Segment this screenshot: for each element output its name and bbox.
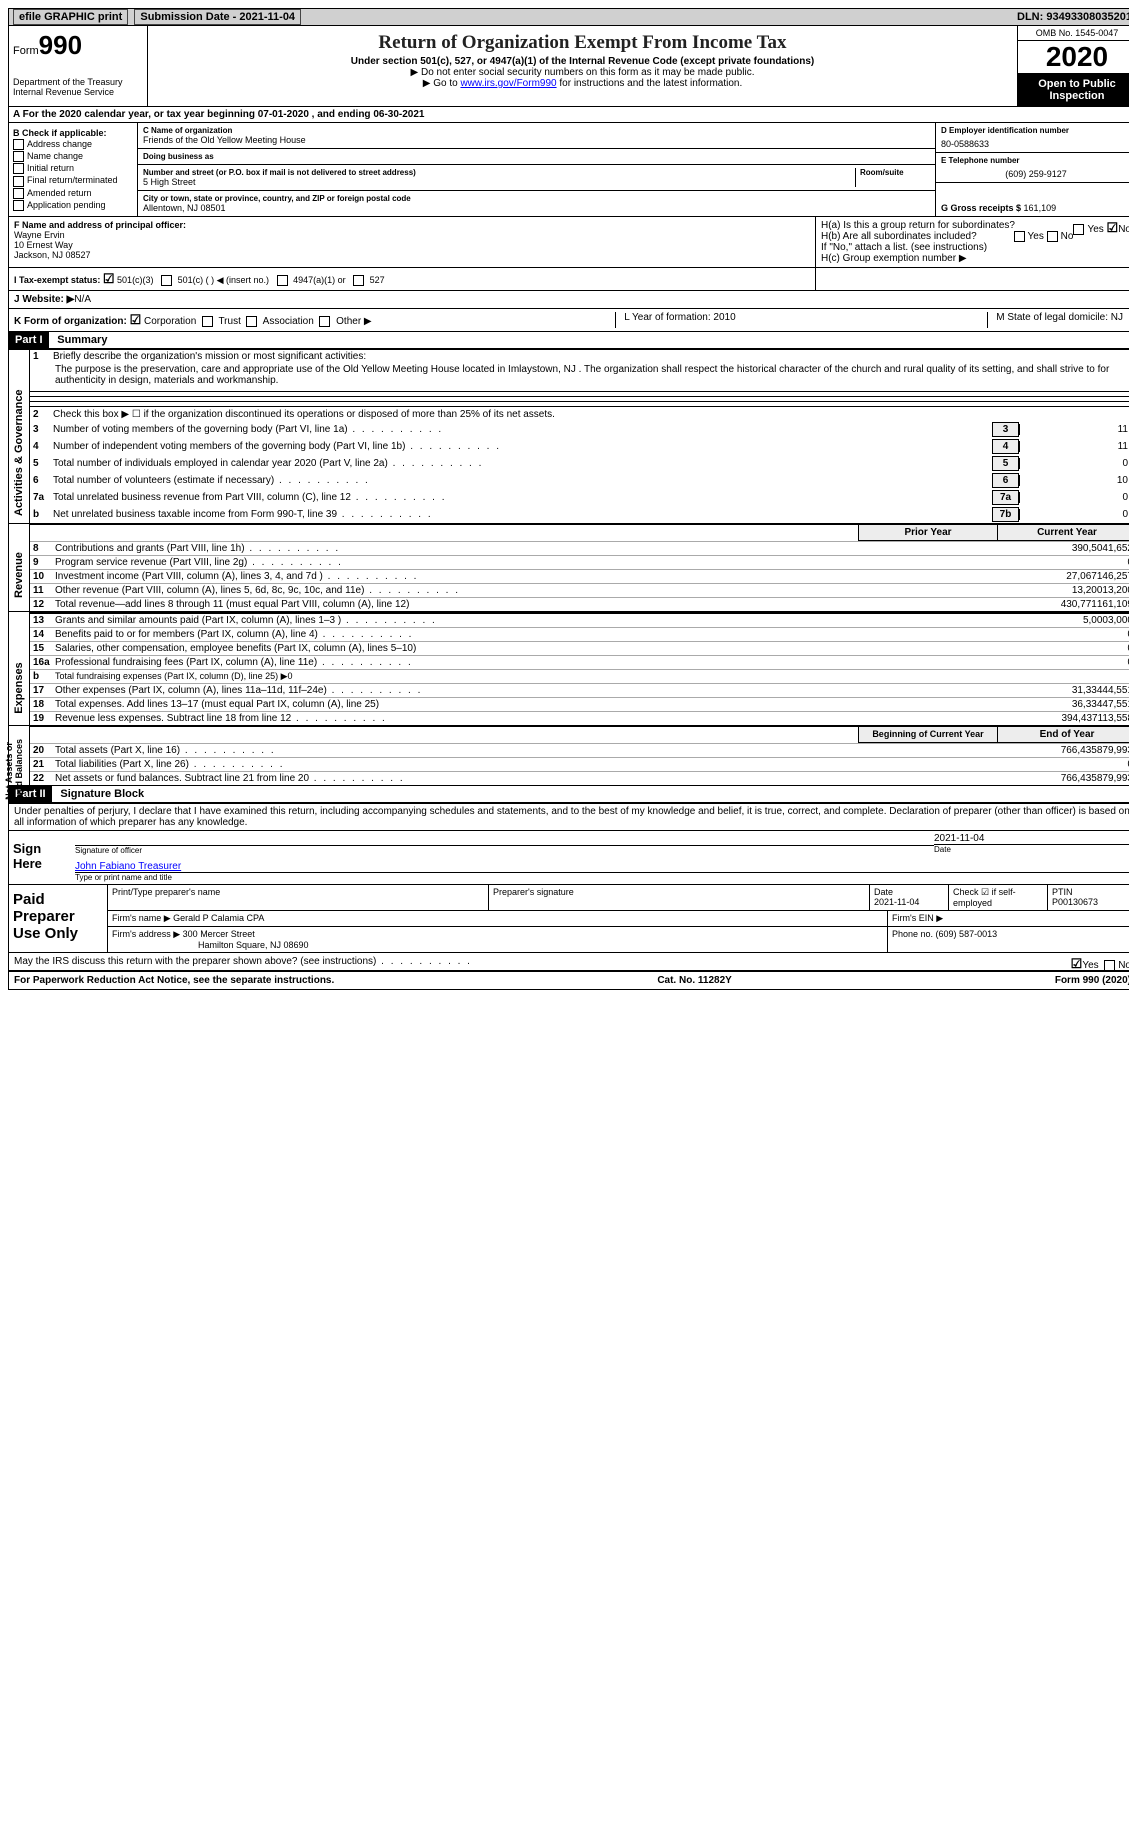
- note-link: ▶ Go to www.irs.gov/Form990 for instruct…: [152, 78, 1013, 89]
- hb-yes[interactable]: [1014, 231, 1025, 242]
- sign-here-block: Sign Here Signature of officer 2021-11-0…: [9, 831, 1129, 885]
- cb-final[interactable]: Final return/terminated: [13, 175, 133, 186]
- gross-receipts: 161,109: [1024, 203, 1057, 213]
- ha-yes[interactable]: [1073, 224, 1084, 235]
- ha-no-check-icon: ☑: [1107, 220, 1119, 235]
- tax-year: 2020: [1018, 41, 1129, 74]
- dept-treasury: Department of the Treasury Internal Reve…: [13, 77, 143, 97]
- discuss-no[interactable]: [1104, 960, 1115, 971]
- header: Form990 Department of the Treasury Inter…: [9, 26, 1129, 107]
- l4-val: 11: [1019, 441, 1129, 452]
- vtab-governance: Activities & Governance: [13, 416, 25, 516]
- form-subtitle: Under section 501(c), 527, or 4947(a)(1)…: [152, 56, 1013, 67]
- col-b-checkboxes: B Check if applicable: Address change Na…: [9, 123, 138, 216]
- cb-amended[interactable]: Amended return: [13, 188, 133, 199]
- block-b-to-g: B Check if applicable: Address change Na…: [9, 123, 1129, 217]
- cb-pending[interactable]: Application pending: [13, 200, 133, 211]
- l5-val: 0: [1019, 458, 1129, 469]
- city: Allentown, NJ 08501: [143, 203, 930, 213]
- l3-val: 11: [1019, 424, 1129, 435]
- row-a-period: A For the 2020 calendar year, or tax yea…: [9, 107, 1129, 123]
- form-number: 990: [39, 30, 82, 60]
- telephone: (609) 259-9127: [941, 169, 1129, 179]
- k-assoc[interactable]: [246, 316, 257, 327]
- sec-net-assets: Net Assets orFund Balances Beginning of …: [9, 726, 1129, 786]
- part-1-header: Part I Summary: [9, 332, 1129, 350]
- irs-link[interactable]: www.irs.gov/Form990: [460, 78, 556, 89]
- i-527[interactable]: [353, 275, 364, 286]
- footer: For Paperwork Reduction Act Notice, see …: [9, 972, 1129, 989]
- website: N/A: [74, 294, 91, 305]
- vtab-netassets: Net Assets orFund Balances: [4, 721, 24, 821]
- note-ssn: ▶ Do not enter social security numbers o…: [152, 67, 1013, 78]
- sec-revenue: Revenue Prior YearCurrent Year 8Contribu…: [9, 524, 1129, 612]
- principal-officer: F Name and address of principal officer:…: [9, 217, 816, 267]
- dln: DLN: 93493308035201: [1017, 11, 1129, 23]
- l6-val: 10: [1019, 475, 1129, 486]
- sec-expenses: Expenses 13Grants and similar amounts pa…: [9, 612, 1129, 726]
- header-center: Return of Organization Exempt From Incom…: [148, 26, 1018, 106]
- header-left: Form990 Department of the Treasury Inter…: [9, 26, 148, 106]
- cb-address[interactable]: Address change: [13, 139, 133, 150]
- h-questions: H(a) Is this a group return for subordin…: [816, 217, 1129, 267]
- cb-name[interactable]: Name change: [13, 151, 133, 162]
- preparer-phone: (609) 587-0013: [936, 929, 998, 939]
- efile-label: efile GRAPHIC print: [13, 9, 128, 25]
- vtab-revenue: Revenue: [13, 525, 25, 625]
- i-501c[interactable]: [161, 275, 172, 286]
- open-inspection: Open to Public Inspection: [1018, 74, 1129, 106]
- form-title: Return of Organization Exempt From Incom…: [152, 32, 1013, 54]
- i-4947[interactable]: [277, 275, 288, 286]
- k-corp-check-icon: ☑: [130, 312, 142, 327]
- col-d-e-g: D Employer identification number 80-0588…: [935, 123, 1129, 216]
- ein: 80-0588633: [941, 139, 1129, 149]
- perjury-text: Under penalties of perjury, I declare th…: [9, 804, 1129, 831]
- street: 5 High Street: [143, 177, 851, 187]
- state-domicile: M State of legal domicile: NJ: [987, 312, 1129, 328]
- top-bar: efile GRAPHIC print Submission Date - 20…: [9, 9, 1129, 26]
- discuss-yes-check-icon: ☑: [1071, 956, 1083, 971]
- header-right: OMB No. 1545-0047 2020 Open to Public In…: [1018, 26, 1129, 106]
- col-c: C Name of organization Friends of the Ol…: [138, 123, 935, 216]
- row-f-h: F Name and address of principal officer:…: [9, 217, 1129, 268]
- l7a-val: 0: [1019, 492, 1129, 503]
- year-formation: L Year of formation: 2010: [615, 312, 743, 328]
- l7b-val: 0: [1019, 509, 1129, 520]
- omb-number: OMB No. 1545-0047: [1018, 26, 1129, 41]
- k-trust[interactable]: [202, 316, 213, 327]
- i-501c3-check-icon: ☑: [103, 271, 115, 286]
- part-2-header: Part II Signature Block: [9, 786, 1129, 804]
- submission-date: Submission Date - 2021-11-04: [134, 9, 301, 25]
- org-name: Friends of the Old Yellow Meeting House: [143, 135, 930, 145]
- cb-initial[interactable]: Initial return: [13, 163, 133, 174]
- hb-no[interactable]: [1047, 231, 1058, 242]
- firm-name: Gerald P Calamia CPA: [173, 913, 264, 923]
- paid-preparer-block: Paid Preparer Use Only Print/Type prepar…: [9, 885, 1129, 953]
- sec-governance: Activities & Governance 1Briefly describ…: [9, 350, 1129, 524]
- mission-text: The purpose is the preservation, care an…: [30, 363, 1129, 387]
- ptin: P00130673: [1052, 897, 1098, 907]
- k-other[interactable]: [319, 316, 330, 327]
- officer-name-link[interactable]: John Fabiano Treasurer: [75, 861, 181, 872]
- form-990: efile GRAPHIC print Submission Date - 20…: [8, 8, 1129, 990]
